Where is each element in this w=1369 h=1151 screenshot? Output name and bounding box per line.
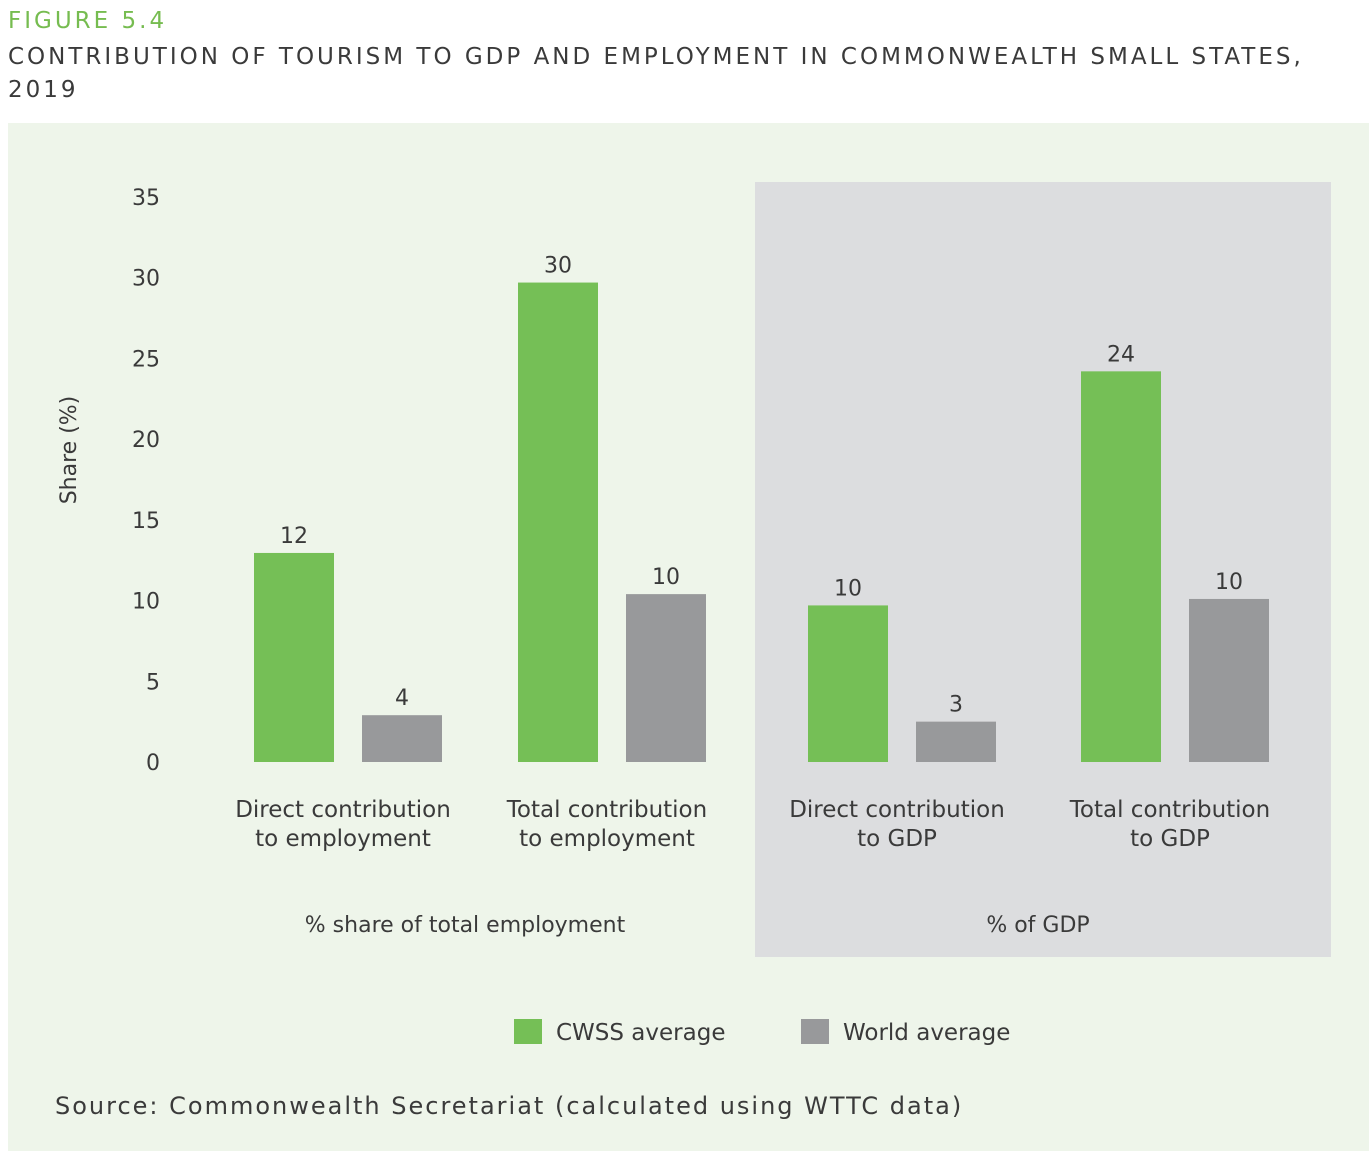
group-shade bbox=[755, 182, 1331, 957]
category-label: Total contribution bbox=[506, 797, 707, 823]
data-label: 24 bbox=[1107, 342, 1135, 367]
y-tick-label: 35 bbox=[132, 186, 160, 211]
legend-label: CWSS average bbox=[556, 1020, 725, 1046]
bar-cwss bbox=[1081, 371, 1161, 762]
category-label: to employment bbox=[519, 826, 695, 852]
category-label: to employment bbox=[255, 826, 431, 852]
legend-swatch bbox=[801, 1019, 829, 1044]
y-tick-label: 0 bbox=[146, 751, 160, 776]
data-label: 10 bbox=[834, 576, 862, 601]
y-tick-label: 20 bbox=[132, 428, 160, 453]
data-label: 4 bbox=[395, 686, 409, 711]
bar-world bbox=[1189, 598, 1269, 762]
bar-world bbox=[916, 721, 996, 762]
data-label: 12 bbox=[280, 524, 308, 549]
category-label: to GDP bbox=[1130, 826, 1210, 852]
y-tick-label: 5 bbox=[146, 670, 160, 695]
data-label: 10 bbox=[1215, 570, 1243, 595]
bar-cwss bbox=[808, 605, 888, 762]
figure-label: FIGURE 5.4 bbox=[8, 8, 168, 34]
legend-swatch bbox=[514, 1019, 542, 1044]
y-tick-label: 30 bbox=[132, 267, 160, 292]
source-note: Source: Commonwealth Secretariat (calcul… bbox=[55, 1092, 963, 1120]
y-axis-label: Share (%) bbox=[57, 396, 82, 505]
group-label: % share of total employment bbox=[305, 913, 626, 938]
category-label: Total contribution bbox=[1069, 797, 1270, 823]
group-label: % of GDP bbox=[986, 913, 1089, 938]
category-label: Direct contribution bbox=[789, 797, 1005, 823]
data-label: 30 bbox=[544, 254, 572, 279]
bar-cwss bbox=[518, 282, 598, 762]
bar-world bbox=[626, 594, 706, 762]
bar-cwss bbox=[254, 552, 334, 762]
y-tick-label: 25 bbox=[132, 347, 160, 372]
legend-label: World average bbox=[843, 1020, 1010, 1046]
category-label: Direct contribution bbox=[235, 797, 451, 823]
data-label: 10 bbox=[652, 565, 680, 590]
bar-world bbox=[362, 715, 442, 762]
data-label: 3 bbox=[949, 693, 963, 718]
y-tick-label: 10 bbox=[132, 590, 160, 615]
category-label: to GDP bbox=[857, 826, 937, 852]
y-tick-label: 15 bbox=[132, 509, 160, 534]
chart-title: CONTRIBUTION OF TOURISM TO GDP AND EMPLO… bbox=[8, 44, 1304, 103]
